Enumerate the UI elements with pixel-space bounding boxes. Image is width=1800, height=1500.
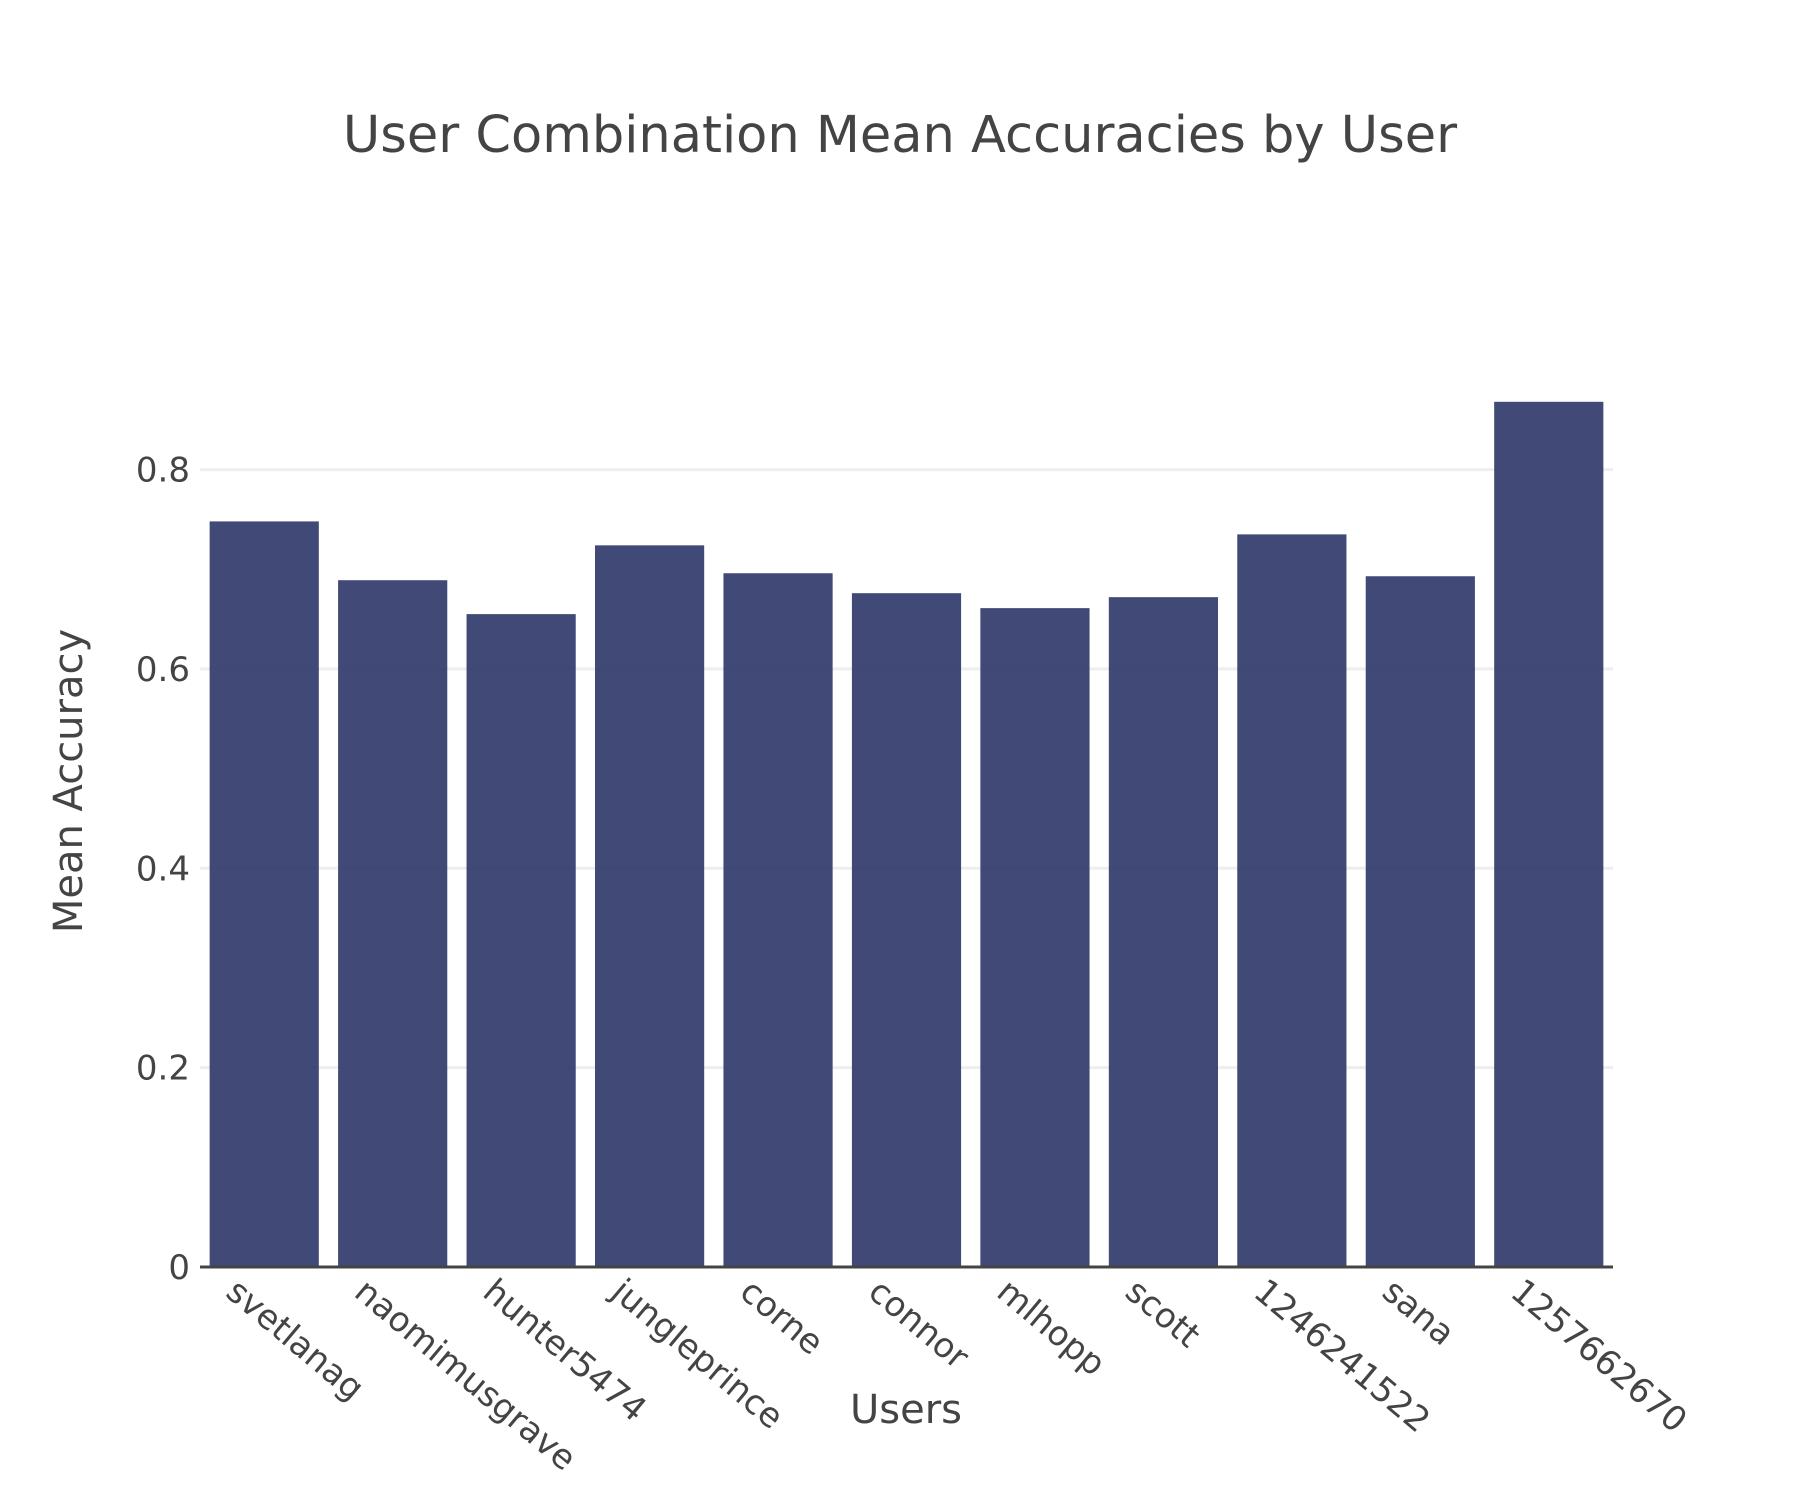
bars	[209, 401, 1604, 1267]
bar-1257662670[interactable]	[1494, 401, 1604, 1267]
y-tick-label: 0.6	[136, 650, 190, 690]
y-axis-title: Mean Accuracy	[46, 629, 92, 933]
y-tick-label: 0.4	[136, 849, 190, 889]
y-tick-label: 0.8	[136, 451, 190, 491]
bar-scott[interactable]	[1108, 597, 1219, 1267]
bar-jungleprince[interactable]	[594, 545, 705, 1267]
bar-mlhopp[interactable]	[980, 608, 1090, 1267]
bar-svetlanag[interactable]	[209, 521, 319, 1267]
y-tick-label: 0	[168, 1248, 190, 1288]
bar-hunter5474[interactable]	[466, 614, 576, 1267]
bar-naomimusgrave[interactable]	[338, 580, 448, 1267]
bar-1246241522[interactable]	[1237, 534, 1347, 1267]
y-tick-labels: 0 0.2 0.4 0.6 0.8	[136, 451, 190, 1288]
bar-sana[interactable]	[1365, 576, 1475, 1267]
bar-connor[interactable]	[851, 593, 962, 1267]
x-axis-title: Users	[850, 1387, 962, 1433]
chart-title: User Combination Mean Accuracies by User	[343, 106, 1457, 165]
y-tick-label: 0.2	[136, 1049, 190, 1089]
bar-corne[interactable]	[723, 573, 833, 1267]
